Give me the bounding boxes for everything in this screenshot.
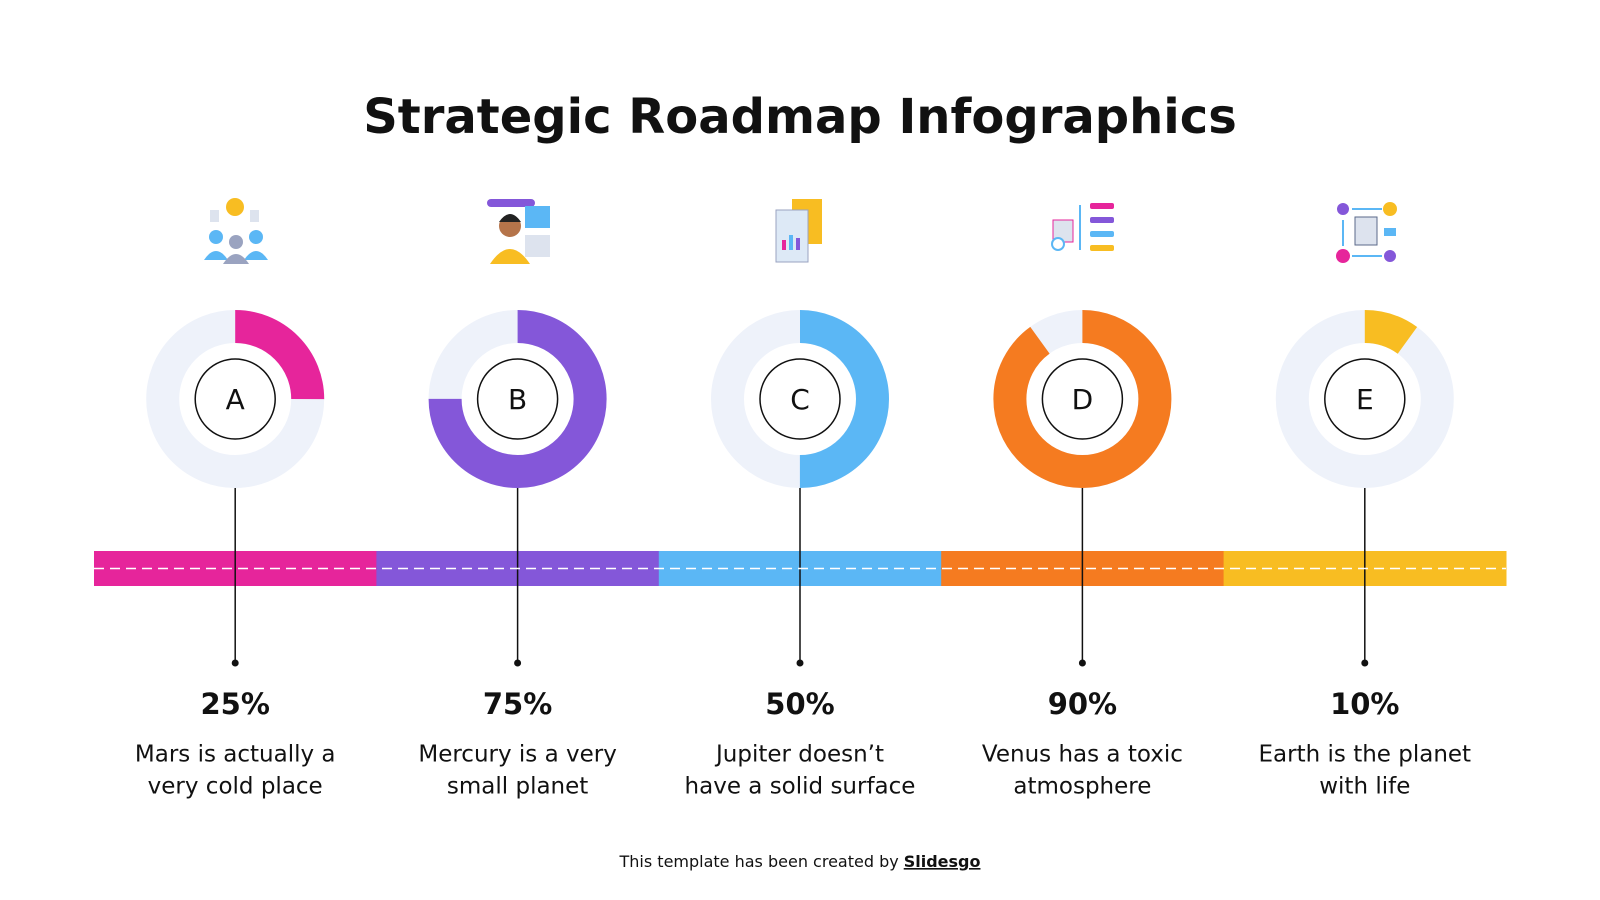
connector-dot	[1361, 659, 1369, 667]
meeting-icon	[487, 199, 550, 264]
letter: C	[790, 383, 810, 416]
description: very cold place	[148, 774, 323, 800]
report-icon	[775, 199, 822, 263]
letter-ring	[1324, 358, 1406, 440]
letter: D	[1072, 383, 1094, 416]
donut-arc	[993, 310, 1172, 488]
description: Venus has a toxic	[982, 742, 1183, 768]
roadmap: A 25% Mars is actually a very cold place B 75…	[94, 310, 1507, 800]
letter-ring	[1041, 358, 1124, 440]
title: Strategic Roadmap Infographics	[363, 89, 1237, 145]
letter: E	[1356, 383, 1374, 416]
letter: A	[226, 383, 245, 416]
connector-dot	[1078, 659, 1086, 667]
letter-ring	[759, 358, 841, 440]
schedule-icon	[1051, 203, 1114, 251]
letter: B	[508, 383, 527, 416]
footer-text: This template has been created by	[619, 852, 899, 871]
footer-link[interactable]: Slidesgo	[904, 852, 981, 871]
connector-dot	[514, 659, 522, 667]
letter-ring	[476, 358, 559, 440]
icons	[204, 198, 1397, 264]
description: atmosphere	[1013, 774, 1151, 800]
description: Earth is the planet	[1259, 742, 1472, 768]
percentage: 25%	[200, 687, 269, 721]
connector-dot	[796, 659, 804, 667]
process-icon	[1336, 202, 1397, 263]
team-icon	[204, 198, 268, 264]
percentage: 75%	[483, 687, 552, 721]
donut-arc	[1275, 310, 1454, 488]
description: Mercury is a very	[418, 742, 616, 768]
donut-arc	[428, 310, 607, 488]
percentage: 50%	[765, 687, 834, 721]
description: small planet	[447, 774, 588, 800]
donut-arc	[146, 310, 325, 488]
description: with life	[1319, 774, 1410, 800]
letter-ring	[194, 358, 276, 440]
percentage: 10%	[1330, 687, 1399, 721]
description: have a solid surface	[685, 774, 916, 800]
donut-arc	[711, 310, 889, 488]
percentage: 90%	[1048, 687, 1117, 721]
description: Mars is actually a	[135, 742, 336, 768]
footer: This template has been created by Slidesg…	[619, 852, 981, 871]
description: Jupiter doesn’t	[714, 742, 884, 768]
connector-dot	[231, 659, 239, 667]
